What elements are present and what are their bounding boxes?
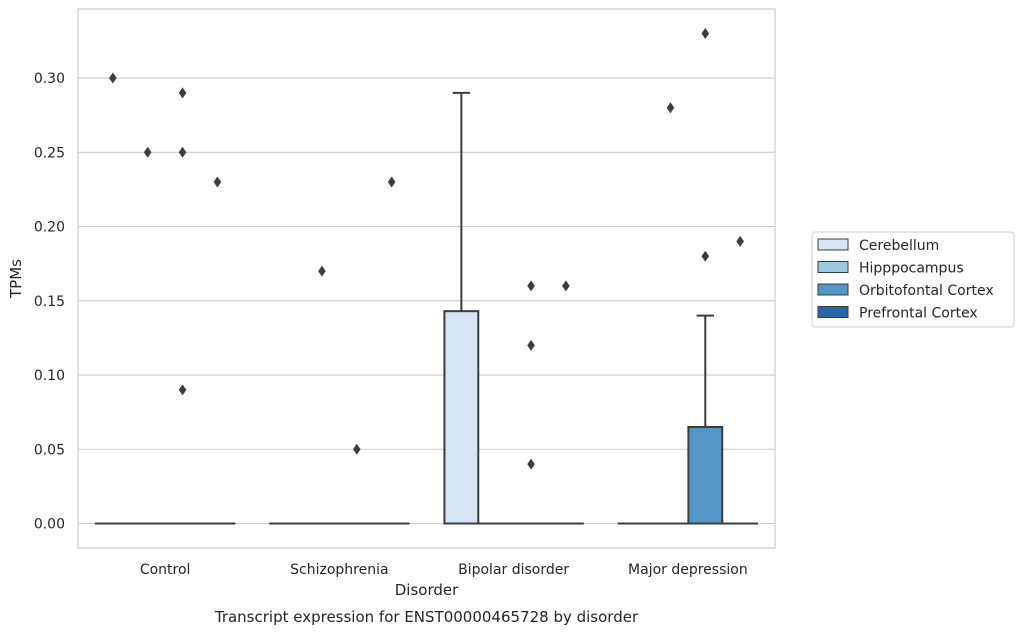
outlier-point xyxy=(701,28,710,39)
legend-swatch xyxy=(817,261,849,273)
y-tick-label: 0.30 xyxy=(34,71,65,87)
legend-swatch xyxy=(817,238,849,251)
plot-frame xyxy=(77,8,776,549)
outlier-point xyxy=(178,87,187,99)
outliers xyxy=(109,28,744,470)
outlier-point xyxy=(527,280,535,292)
chart-title: Transcript expression for ENST0000046572… xyxy=(214,608,639,626)
legend-label: Cerebellum xyxy=(859,238,939,254)
legend-frame xyxy=(811,231,1015,328)
y-tick-label: 0.10 xyxy=(34,368,65,384)
box-cerebellum xyxy=(443,91,480,525)
x-tick-label: Control xyxy=(140,562,191,578)
legend: Cerebellum Hipppocampus Orbitofontal Corte… xyxy=(811,231,1015,328)
outlier-point xyxy=(562,280,570,292)
box-orbitofontal-cortex xyxy=(687,314,724,525)
outlier-point xyxy=(178,384,187,396)
y-tick-label: 0.25 xyxy=(34,145,65,161)
outlier-point xyxy=(736,235,744,247)
outlier-point xyxy=(666,102,675,114)
outlier-point xyxy=(143,146,152,158)
outlier-point xyxy=(178,146,187,158)
outlier-point xyxy=(353,443,361,455)
grid-lines xyxy=(78,77,775,525)
outlier-point xyxy=(109,72,117,84)
outlier-point xyxy=(213,176,222,188)
y-tick-label: 0.20 xyxy=(34,220,65,236)
y-tick-label: 0.05 xyxy=(34,442,65,458)
box-body xyxy=(687,425,724,525)
y-tick-labels: 0.00 0.05 0.10 0.15 0.20 0.25 0.30 xyxy=(34,71,65,532)
legend-swatch xyxy=(817,306,849,318)
y-tick-label: 0.15 xyxy=(34,294,65,310)
outlier-point xyxy=(527,458,535,470)
x-tick-label: Schizophrenia xyxy=(290,562,388,578)
outlier-point xyxy=(527,339,535,351)
x-tick-label: Bipolar disorder xyxy=(458,562,569,578)
box-body xyxy=(443,310,480,525)
legend-label: Hipppocampus xyxy=(859,261,964,277)
outlier-point xyxy=(387,176,396,188)
legend-label: Orbitofontal Cortex xyxy=(859,283,994,299)
x-tick-label: Major depression xyxy=(628,562,748,578)
x-tick-labels: Control Schizophrenia Bipolar disorder Majo… xyxy=(140,562,748,578)
x-axis-title: Disorder xyxy=(395,581,459,599)
legend-label: Prefrontal Cortex xyxy=(859,306,978,322)
y-tick-label: 0.00 xyxy=(34,517,65,533)
boxes xyxy=(94,91,759,525)
y-axis-title: TPMs xyxy=(7,259,25,299)
outlier-point xyxy=(318,265,326,277)
legend-swatch xyxy=(817,283,849,296)
outlier-point xyxy=(701,250,710,262)
